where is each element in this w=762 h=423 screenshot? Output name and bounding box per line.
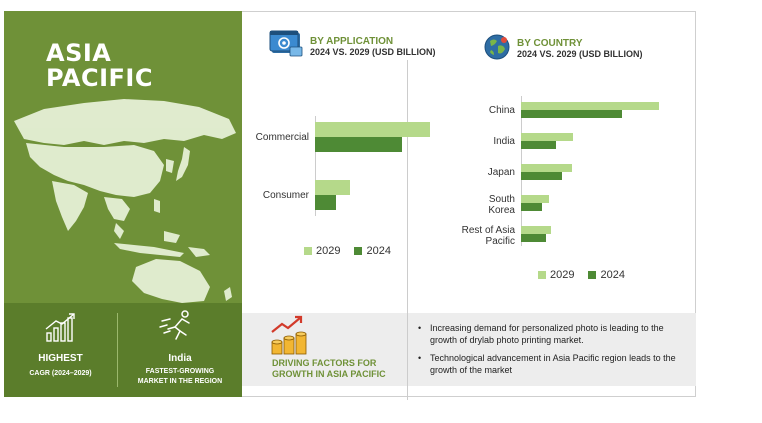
region-title: ASIA PACIFIC: [46, 41, 153, 91]
driving-factors-list: Increasing demand for personalized photo…: [414, 322, 686, 382]
legend-item: 2029: [538, 269, 574, 281]
stats-divider: [117, 313, 118, 387]
bar-2024-south-korea: [521, 203, 542, 211]
section-divider: [407, 60, 408, 400]
category-label: India: [493, 135, 515, 147]
country-section-title: BY COUNTRY: [517, 38, 583, 49]
category-label: Japan: [487, 166, 515, 178]
fastest-sub-line2: MARKET IN THE REGION: [137, 378, 223, 385]
highest-label: HIGHEST: [38, 353, 83, 364]
chart-axis: [315, 116, 316, 216]
driving-factors-title-line2: GROWTH IN ASIA PACIFIC: [272, 369, 386, 379]
bar-2024-china: [521, 110, 622, 118]
globe-icon: [484, 34, 510, 60]
bar-2029-china: [521, 102, 659, 110]
bar-2024-india: [521, 141, 556, 149]
fastest-growing-stat: India FASTEST-GROWING MARKET IN THE REGI…: [118, 303, 242, 397]
legend-swatch: [588, 271, 597, 279]
highest-sub: CAGR (2024–2029): [29, 370, 92, 377]
country-section-subtitle: 2024 VS. 2029 (USD BILLION): [517, 49, 643, 59]
legend-label: 2024: [366, 245, 391, 257]
bar-2029-south-korea: [521, 195, 549, 203]
legend-label: 2029: [316, 245, 341, 257]
category-label: Commercial: [255, 131, 309, 143]
bar-2024-commercial: [315, 137, 403, 152]
asia-pacific-map-icon: [14, 99, 236, 303]
legend-swatch: [538, 271, 546, 279]
bar-2029-rest-of-asia-pacific: [521, 226, 552, 234]
legend-item: 2024: [588, 269, 625, 281]
bar-2029-consumer: [315, 180, 350, 195]
application-section-title: BY APPLICATION: [310, 36, 394, 47]
bar-2029-commercial: [315, 122, 430, 137]
category-label: Rest of Asia Pacific: [461, 225, 515, 247]
region-panel: ASIA PACIFIC: [4, 11, 242, 303]
factors-divider: [407, 313, 408, 386]
chart-legend: 2029 2024: [304, 245, 399, 257]
runner-icon: [159, 310, 190, 340]
category-label: Consumer: [262, 189, 309, 201]
bar-2029-japan: [521, 164, 573, 172]
bar-2029-india: [521, 133, 574, 141]
bar-2024-rest-of-asia-pacific: [521, 234, 546, 242]
driving-factors-title-line1: DRIVING FACTORS FOR: [272, 358, 377, 368]
driving-factor-item: Increasing demand for personalized photo…: [414, 322, 686, 346]
fastest-country: India: [168, 353, 192, 364]
highest-cagr-stat: HIGHEST CAGR (2024–2029): [4, 303, 117, 397]
settings-window-icon: [269, 30, 303, 57]
legend-swatch: [304, 247, 312, 255]
application-section-subtitle: 2024 VS. 2029 (USD BILLION): [310, 47, 436, 57]
driving-factor-item: Technological advancement in Asia Pacifi…: [414, 352, 686, 376]
bar-2024-japan: [521, 172, 563, 180]
legend-label: 2029: [550, 269, 575, 281]
region-title-line1: ASIA: [46, 39, 112, 67]
rising-coins-icon: [271, 315, 307, 355]
chart-legend: 2029 2024: [538, 269, 633, 281]
legend-label: 2024: [600, 269, 625, 281]
category-label: South Korea: [488, 194, 515, 216]
bar-2024-consumer: [315, 195, 336, 210]
legend-swatch: [354, 247, 363, 255]
driving-factors-title: DRIVING FACTORS FOR GROWTH IN ASIA PACIF…: [272, 358, 386, 380]
legend-item: 2029: [304, 245, 340, 257]
growth-chart-icon: [45, 313, 75, 342]
stats-panel: HIGHEST CAGR (2024–2029) India FASTEST-G…: [4, 303, 242, 397]
fastest-sub-line1: FASTEST-GROWING: [145, 368, 215, 375]
category-label: China: [488, 104, 515, 116]
region-title-line2: PACIFIC: [46, 64, 153, 92]
legend-item: 2024: [354, 245, 391, 257]
